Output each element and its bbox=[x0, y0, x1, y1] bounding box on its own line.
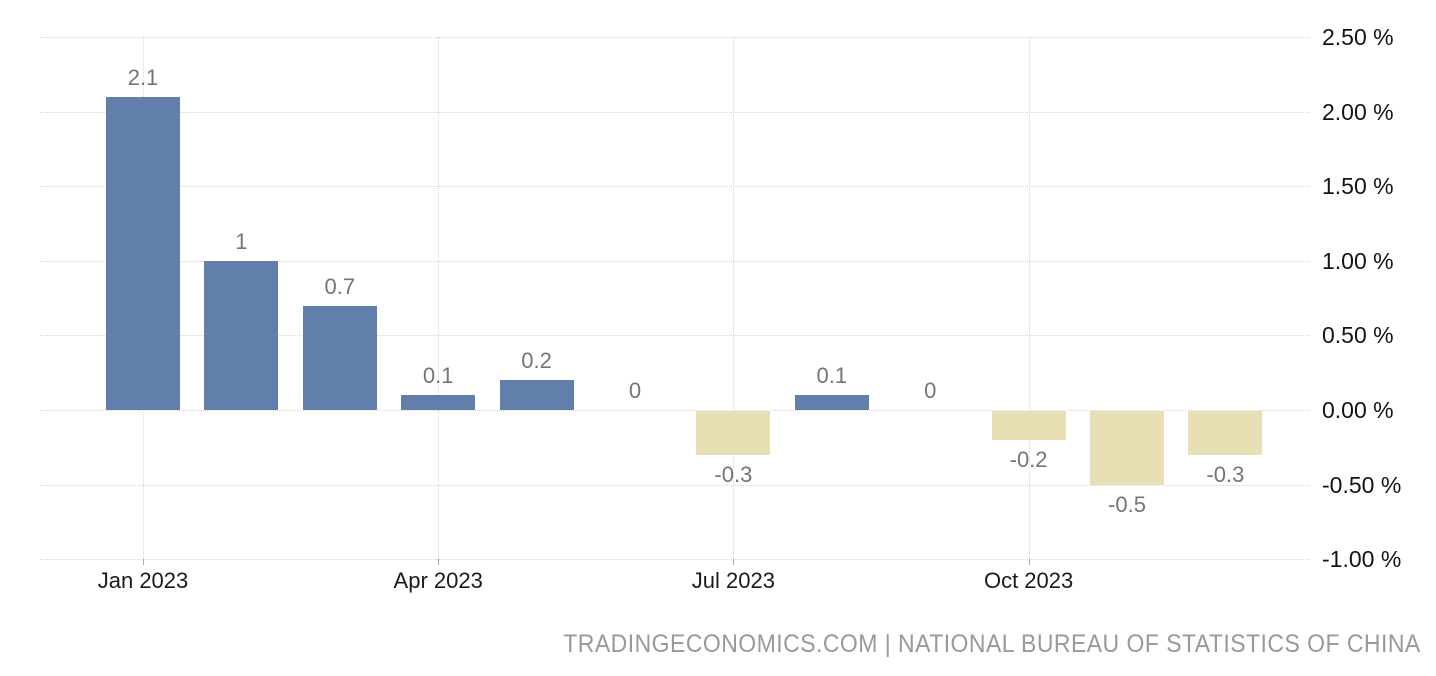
x-axis-tick bbox=[143, 559, 144, 566]
attribution-watermark: TRADINGECONOMICS.COM | NATIONAL BUREAU O… bbox=[563, 630, 1421, 658]
y-axis-tick-label: 0.00 % bbox=[1322, 397, 1394, 423]
x-gridline bbox=[1028, 37, 1030, 560]
bar-value-label: 0 bbox=[924, 378, 937, 403]
y-gridline bbox=[40, 410, 1310, 411]
y-axis-tick-label: -1.00 % bbox=[1322, 546, 1402, 573]
bar-oct-2023[interactable] bbox=[991, 411, 1066, 440]
y-gridline bbox=[40, 111, 1310, 113]
bar-value-label: 0.7 bbox=[324, 273, 356, 299]
bar-aug-2023[interactable] bbox=[794, 395, 869, 410]
y-gridline bbox=[40, 37, 1310, 39]
bar-value-label: 0.1 bbox=[422, 363, 454, 389]
y-axis-tick-label: 2.00 % bbox=[1322, 98, 1394, 125]
bar-value-label: -0.5 bbox=[1108, 491, 1146, 517]
bar-dec-2023[interactable] bbox=[1188, 411, 1263, 455]
x-axis-tick bbox=[733, 559, 735, 566]
y-gridline bbox=[40, 186, 1310, 188]
x-axis-tick-label: Oct 2023 bbox=[983, 568, 1074, 593]
y-gridline bbox=[40, 559, 1310, 561]
bar-nov-2023[interactable] bbox=[1090, 411, 1164, 485]
bar-jan-2023[interactable] bbox=[106, 96, 180, 410]
bar-value-label: -0.2 bbox=[1009, 446, 1048, 472]
y-axis-tick-label: 1.50 % bbox=[1322, 173, 1394, 200]
y-gridline bbox=[40, 260, 1310, 262]
bar-value-label: 0.2 bbox=[521, 348, 552, 374]
bar-apr-2023[interactable] bbox=[401, 395, 476, 410]
bar-value-label: -0.3 bbox=[714, 461, 753, 487]
y-axis-tick-label: -0.50 % bbox=[1322, 471, 1402, 498]
x-axis-tick bbox=[438, 559, 440, 566]
x-axis-tick-label: Jul 2023 bbox=[691, 568, 775, 593]
y-gridline bbox=[40, 484, 1310, 486]
bar-value-label: 2.1 bbox=[127, 64, 159, 90]
x-axis-tick-label: Apr 2023 bbox=[393, 568, 483, 593]
x-axis-tick-label: Jan 2023 bbox=[97, 568, 189, 593]
x-gridline bbox=[733, 37, 735, 560]
bar-may-2023[interactable] bbox=[499, 380, 574, 410]
y-axis-tick-label: 2.50 % bbox=[1322, 24, 1394, 51]
bar-value-label: 0.1 bbox=[816, 363, 848, 389]
y-axis-tick-label: 1.00 % bbox=[1322, 247, 1394, 274]
y-axis-tick-label: 0.50 % bbox=[1322, 322, 1394, 349]
y-gridline bbox=[40, 335, 1310, 337]
bar-value-label: 0 bbox=[628, 378, 642, 403]
x-axis-tick bbox=[1028, 559, 1030, 566]
bar-value-label: -0.3 bbox=[1206, 461, 1245, 487]
bar-mar-2023[interactable] bbox=[302, 305, 377, 410]
bar-feb-2023[interactable] bbox=[204, 260, 279, 410]
bar-value-label: 1 bbox=[235, 228, 248, 254]
x-gridline bbox=[438, 37, 440, 560]
bar-jul-2023[interactable] bbox=[696, 411, 771, 455]
